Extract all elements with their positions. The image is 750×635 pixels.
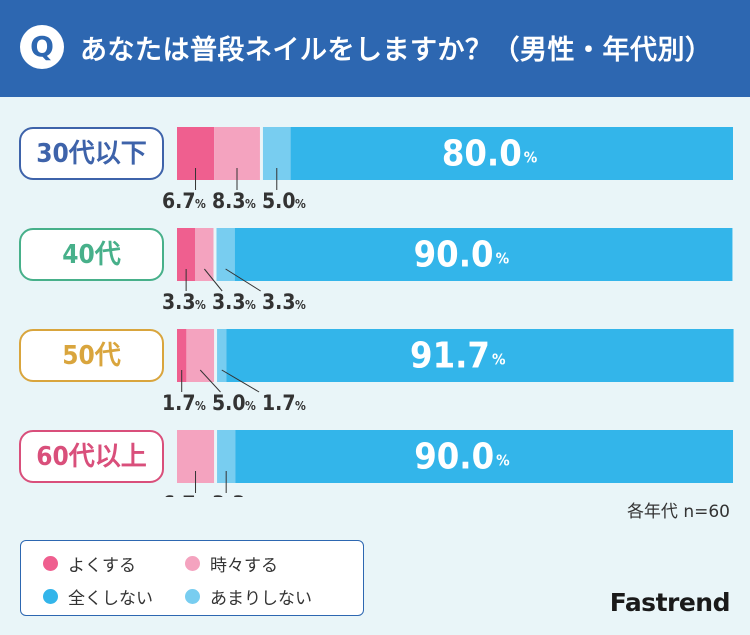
data-label: 6.7 [162,492,195,497]
category-pill [19,329,164,382]
data-label-unit: % [496,452,510,470]
data-label-unit: % [195,399,206,413]
bar-segment [177,329,187,382]
legend-label: 全くしない [68,588,153,609]
category-pill [19,430,164,483]
bar-segment [217,430,236,483]
category-pill [19,127,164,180]
stacked-bar-chart: 30代以下 80.0 %6.7% 8.3% 5.0 %40代 90.0 %3.3% 3.3% 3.… [19,127,734,497]
bar-segment [186,329,215,382]
data-label: 6.7 [162,189,195,213]
question-badge: Q [20,25,64,69]
leader-line [199,369,221,393]
data-label-unit: % [492,351,506,369]
bar-segment [290,127,733,180]
data-label-unit: % [295,298,306,312]
bar-segment [216,228,235,281]
data-label: 5.0 [212,391,245,415]
data-label: 3.3 [212,290,245,314]
legend-item: よくする [43,551,136,576]
category-pill [19,228,164,281]
legend: よくする 時々する 全くしない あまりしない [20,540,364,616]
category-label: 60代以上 [36,442,147,472]
leader-line [225,268,261,292]
sample-size-note: 各年代 n=60 [626,502,730,522]
data-label: 3.3 [212,492,245,497]
data-label-unit: % [245,399,256,413]
legend-swatch [43,588,58,604]
data-label: 5.0 [262,189,295,213]
legend-swatch [185,555,200,571]
legend-swatch [185,588,200,604]
legend-label: あまりしない [210,588,312,609]
leader-line [221,369,260,393]
legend-item: 全くしない [43,584,153,609]
data-label-unit: % [195,197,206,211]
category-label: 50代 [62,341,121,371]
legend-swatch [43,555,58,571]
category-label: 30代以下 [36,139,147,169]
bar-segment [217,329,227,382]
category-label: 40代 [62,240,121,270]
header-banner: Q あなたは普段ネイルをしますか？（男性・年代別） [0,0,750,97]
data-label: 1.7 [162,391,195,415]
data-label-unit: % [245,197,256,211]
data-label: 3.3 [262,290,295,314]
legend-label: よくする [68,555,136,576]
bar-segment [177,228,196,281]
data-label: 8.3 [212,189,245,213]
chart-title: あなたは普段ネイルをしますか？（男性・年代別） [80,35,713,66]
data-label-unit: % [195,298,206,312]
bar-segment [235,430,734,483]
data-label-unit: % [295,399,306,413]
legend-item: あまりしない [185,584,312,609]
data-label-unit: % [245,298,256,312]
data-label: 80.0 [442,134,522,175]
brand-logo: Fastrend [609,588,731,617]
bar-segment [226,329,734,382]
data-label-unit: % [496,250,510,268]
data-label: 3.3 [162,290,195,314]
bar-segment [234,228,733,281]
data-label: 91.7 [410,336,490,377]
data-label: 1.7 [262,391,295,415]
data-label-unit: % [524,149,538,167]
bar-segment [195,228,214,281]
leader-line [203,268,223,292]
data-label: 90.0 [414,437,494,478]
legend-label: 時々する [210,555,278,576]
legend-item: 時々する [185,551,278,576]
data-label: 90.0 [414,235,494,276]
data-label-unit: % [295,197,306,211]
